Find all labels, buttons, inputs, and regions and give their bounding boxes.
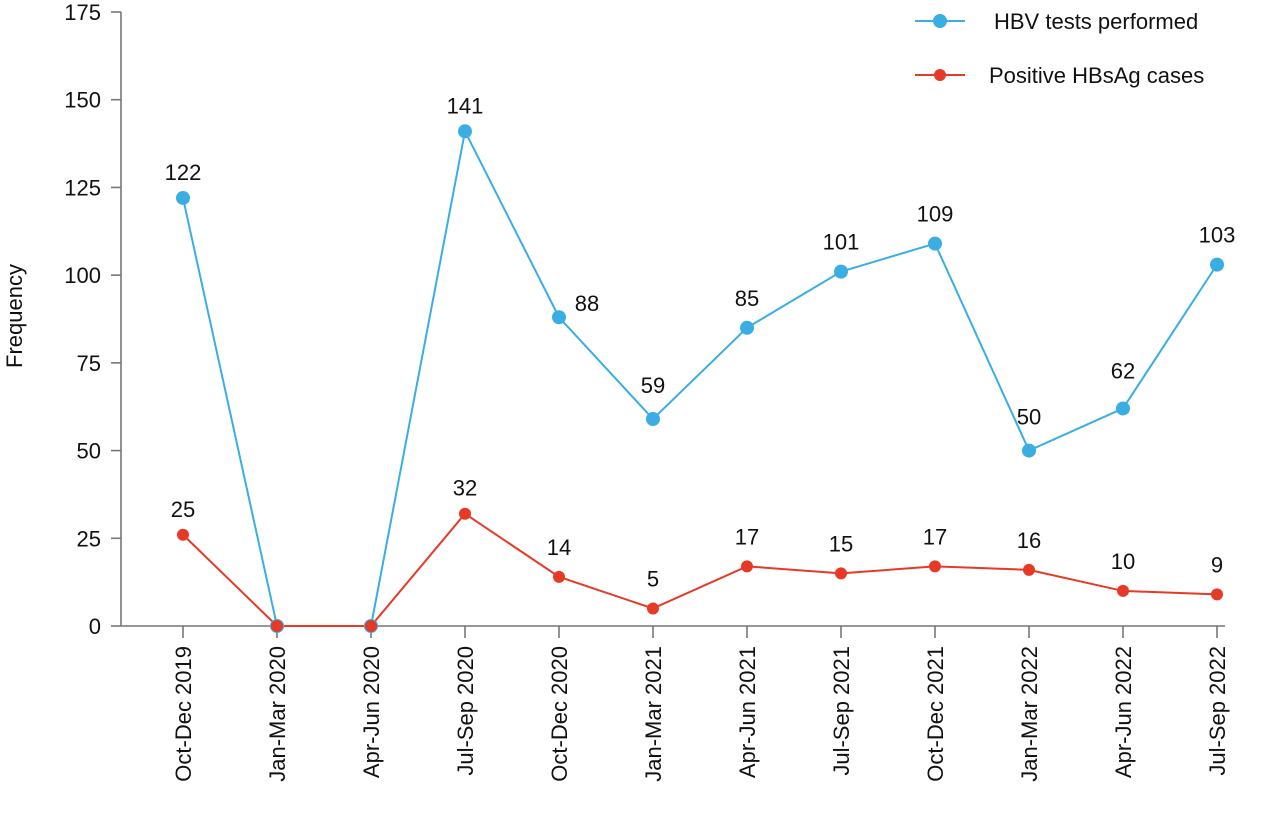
series-0-point (834, 264, 848, 279)
series-1-point (177, 528, 189, 541)
series-1-point (271, 620, 283, 632)
y-tick-label: 100 (64, 263, 101, 288)
series-0-data-label: 50 (1017, 405, 1041, 430)
series-0-point (646, 411, 660, 426)
y-tick-label: 175 (64, 0, 101, 25)
series-1-data-label: 14 (547, 535, 571, 560)
series-1-data-label: 16 (1017, 528, 1041, 553)
series-1-data-label: 9 (1211, 552, 1223, 577)
series-0-point (458, 124, 472, 139)
series-1-point (553, 570, 565, 583)
legend-marker-1 (934, 69, 946, 81)
series-0-point (928, 236, 942, 251)
y-tick-label: 50 (77, 439, 101, 464)
series-0-data-label: 109 (917, 202, 954, 227)
series-line-0 (182, 128, 1218, 627)
x-tick-label: Apr-Jun 2021 (735, 646, 760, 778)
series-0-point (740, 320, 754, 335)
legend-label-1: Positive HBsAg cases (989, 63, 1204, 88)
legend: HBV tests performed Positive HBsAg cases (915, 9, 1204, 88)
series-0-point (1210, 257, 1224, 272)
series-0-point (1116, 401, 1130, 416)
x-tick-label: Oct-Dec 2021 (923, 646, 948, 782)
legend-marker-0 (933, 14, 947, 28)
x-tick-label: Oct-Dec 2019 (171, 646, 196, 782)
series-1-data-label: 17 (735, 524, 759, 549)
series-0-data-label: 59 (641, 373, 665, 398)
y-axis-title: Frequency (2, 264, 27, 368)
y-tick-label: 125 (64, 175, 101, 200)
series-1-data-label: 32 (453, 476, 477, 501)
series-0-point (176, 190, 190, 205)
series-1-point (1117, 584, 1129, 597)
series-0-data-label: 103 (1199, 223, 1236, 248)
series-1-data-label: 5 (647, 566, 659, 591)
series-1-data-label: 25 (171, 497, 195, 522)
series-0-point (1022, 443, 1036, 458)
x-tick-label: Jan-Mar 2020 (265, 646, 290, 782)
x-tick-label: Jan-Mar 2021 (641, 646, 666, 782)
series-0-data-label: 101 (823, 230, 860, 255)
series-layer (176, 124, 1224, 633)
series-1-data-label: 17 (923, 524, 947, 549)
x-tick-label: Jul-Sep 2022 (1205, 646, 1230, 776)
series-1-point (1211, 588, 1223, 601)
series-1-point (459, 507, 471, 520)
x-tick-label: Jul-Sep 2021 (829, 646, 854, 776)
y-tick-label: 75 (77, 351, 101, 376)
x-tick-label: Apr-Jun 2020 (359, 646, 384, 778)
y-tick-label: 0 (89, 614, 101, 639)
series-1-data-label: 15 (829, 531, 853, 556)
series-0-data-label: 141 (447, 93, 484, 118)
x-tick-label: Apr-Jun 2022 (1111, 646, 1136, 778)
x-tick-label: Jan-Mar 2022 (1017, 646, 1042, 782)
series-1-point (647, 602, 659, 615)
series-0-data-label: 85 (735, 286, 759, 311)
series-0-data-label: 122 (165, 160, 202, 185)
series-line-1 (182, 512, 1218, 627)
series-1-data-label: 10 (1111, 549, 1135, 574)
y-tick-label: 150 (64, 88, 101, 113)
series-1-point (1023, 563, 1035, 576)
legend-label-0: HBV tests performed (994, 9, 1198, 34)
series-0-point (552, 310, 566, 325)
series-1-point (835, 567, 847, 580)
series-1-point (741, 560, 753, 573)
series-0-data-label: 62 (1111, 358, 1135, 383)
x-tick-label: Jul-Sep 2020 (453, 646, 478, 776)
x-tick-label: Oct-Dec 2020 (547, 646, 572, 782)
y-tick-label: 25 (77, 526, 101, 551)
series-1-point (929, 560, 941, 573)
series-0-data-label: 88 (575, 291, 599, 316)
series-1-point (365, 620, 377, 632)
